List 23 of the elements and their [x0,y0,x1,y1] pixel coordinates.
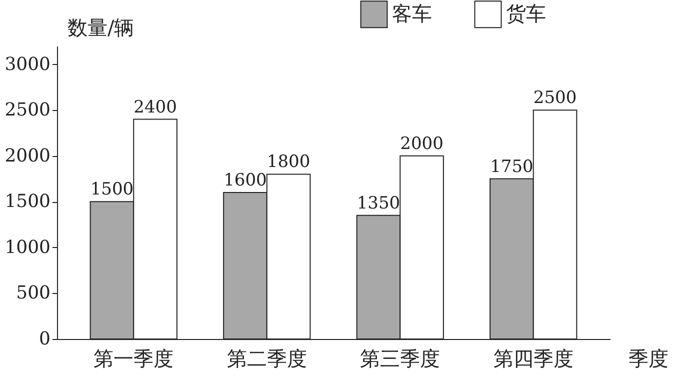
data-label: 2000 [400,134,444,154]
x-tick-label: 第三季度 [360,346,440,370]
data-label: 1750 [490,156,534,177]
y-tick-label: 2000 [4,145,50,166]
y-tick-label: 2500 [4,100,50,121]
data-label: 2400 [134,97,177,118]
data-label: 1800 [266,152,310,172]
x-tick-label: 第一季度 [94,346,174,370]
y-tick-label: 500 [16,282,50,304]
data-label: 1600 [224,170,267,190]
x-tick-label: 第二季度 [226,346,307,370]
y-tick-label: 0 [39,328,50,350]
y-tick-label: 1000 [4,236,50,258]
y-tick-label: 3000 [4,54,50,75]
data-label: 2500 [533,88,577,108]
x-axis-title: 季度 [628,346,668,370]
legend-label: 客车 [392,1,432,26]
data-label: 1500 [90,180,134,200]
data-label: 1350 [356,193,400,214]
y-axis-title: 数量/辆 [68,16,134,40]
y-tick-label: 1500 [4,191,50,212]
legend-label: 货车 [506,1,546,26]
x-tick-label: 第四季度 [493,346,574,370]
